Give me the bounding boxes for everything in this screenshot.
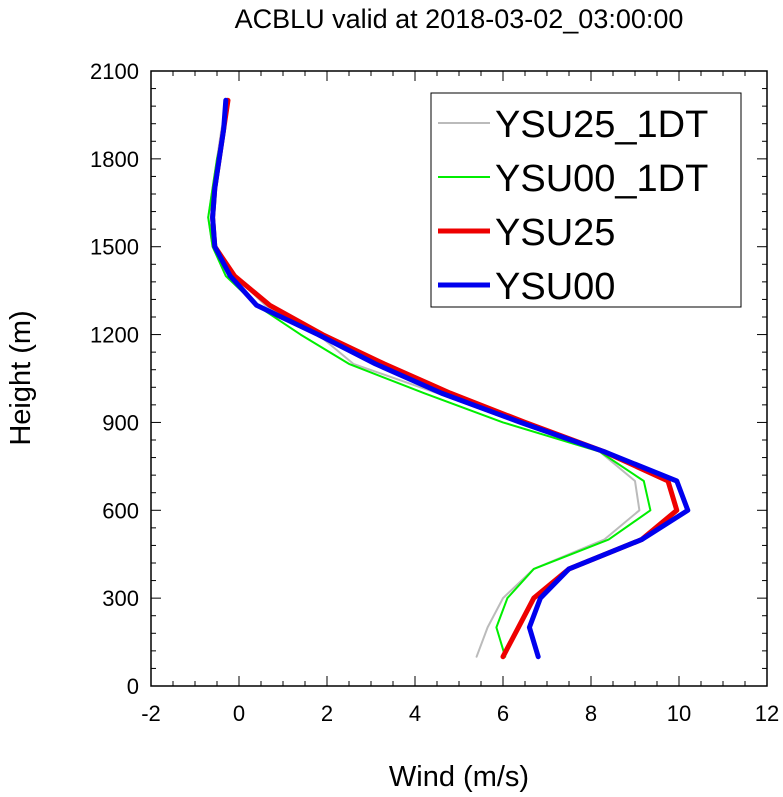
- legend-label: YSU25_1DT: [495, 104, 708, 146]
- series-layer: [207, 97, 691, 660]
- series-line-ysu00-1dt: [207, 99, 652, 658]
- x-tick-label: 10: [667, 701, 691, 726]
- y-tick-label: 0: [127, 674, 139, 699]
- x-axis-label: Wind (m/s): [389, 761, 529, 793]
- x-tick-label: 6: [497, 701, 509, 726]
- y-tick-label: 600: [102, 498, 139, 523]
- legend-label: YSU00_1DT: [495, 158, 708, 200]
- y-tick-label: 1800: [90, 147, 139, 172]
- chart-title: ACBLU valid at 2018-03-02_03:00:00: [235, 4, 684, 34]
- legend-label: YSU25: [495, 212, 615, 254]
- x-tick-label: 4: [409, 701, 421, 726]
- y-tick-label: 2100: [90, 59, 139, 84]
- x-tick-label: 12: [755, 701, 779, 726]
- x-tick-label: 2: [321, 701, 333, 726]
- legend: YSU25_1DT YSU00_1DT YSU25 YSU00: [430, 92, 742, 308]
- x-tick-label: 8: [585, 701, 597, 726]
- legend-box: [430, 92, 742, 308]
- y-axis-label: Height (m): [5, 310, 37, 445]
- y-tick-label: 300: [102, 586, 139, 611]
- x-tick-label: 0: [233, 701, 245, 726]
- legend-label: YSU00: [495, 266, 615, 308]
- x-tick-label: -2: [141, 701, 161, 726]
- y-tick-label: 1500: [90, 235, 139, 260]
- series-line-ysu00: [210, 97, 691, 660]
- y-tick-label: 900: [102, 410, 139, 435]
- y-tick-label: 1200: [90, 323, 139, 348]
